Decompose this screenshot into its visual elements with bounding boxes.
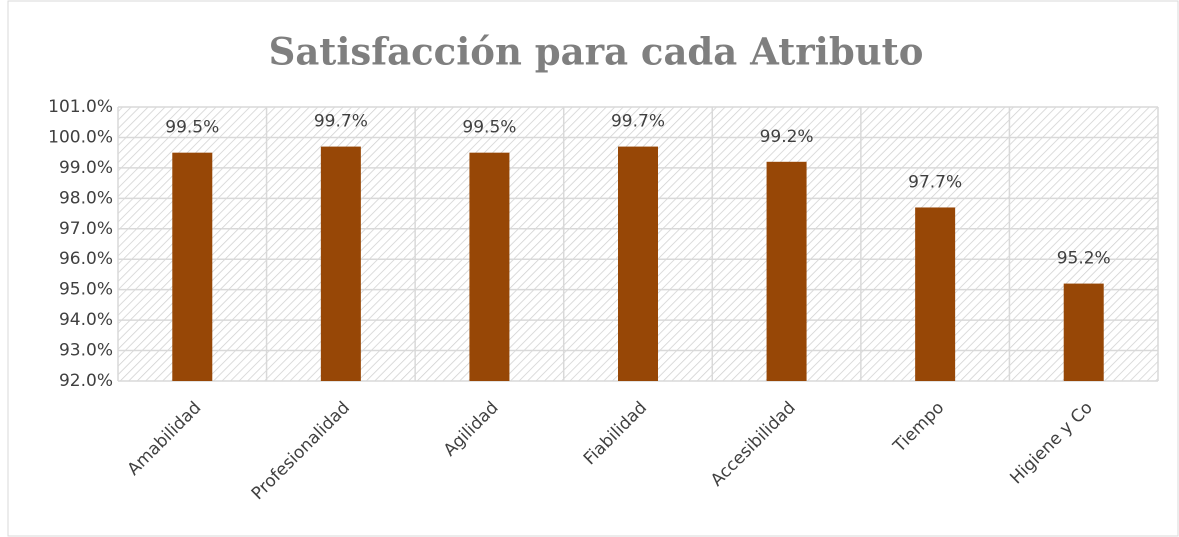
y-tick-label: 99.0% [59, 158, 113, 178]
y-tick-label: 92.0% [59, 371, 113, 391]
y-tick-label: 96.0% [59, 249, 113, 269]
y-tick-label: 93.0% [59, 341, 113, 361]
y-tick-label: 98.0% [59, 188, 113, 208]
data-label: 99.2% [760, 127, 814, 147]
data-label: 99.7% [611, 112, 665, 132]
bar [766, 161, 807, 381]
bar [469, 152, 510, 381]
y-tick-label: 101.0% [48, 97, 113, 117]
y-tick-label: 97.0% [59, 219, 113, 239]
bar [618, 146, 658, 381]
y-tick-label: 95.0% [59, 280, 113, 300]
bar [320, 146, 361, 381]
chart-title: Satisfacción para cada Atributo [269, 30, 924, 74]
bar [1063, 283, 1104, 381]
y-tick-label: 100.0% [48, 127, 113, 147]
data-label: 99.5% [165, 118, 219, 138]
data-label: 99.7% [314, 112, 368, 132]
data-label: 99.5% [462, 118, 516, 138]
bar [172, 152, 213, 381]
data-label: 95.2% [1057, 249, 1111, 269]
y-tick-label: 94.0% [59, 310, 113, 330]
data-label: 97.7% [908, 172, 962, 192]
bar [915, 207, 956, 381]
